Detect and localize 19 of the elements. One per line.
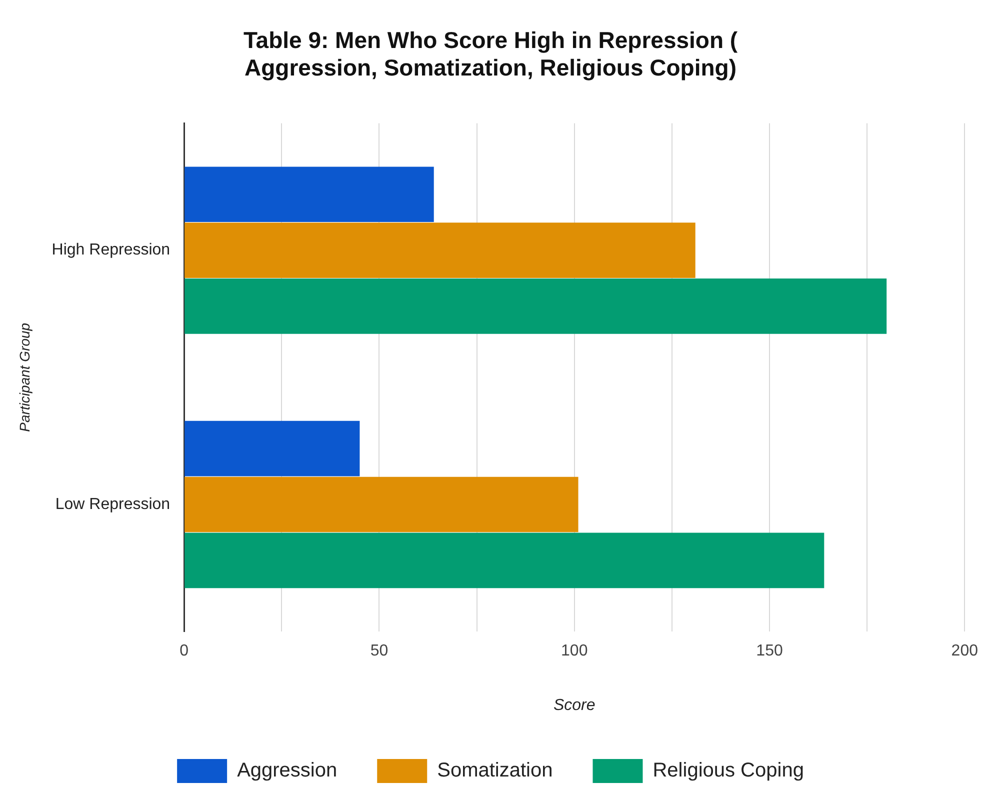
x-tick-label: 150 <box>756 642 783 660</box>
bar <box>184 476 578 532</box>
legend-label: Somatization <box>437 760 553 782</box>
bar <box>184 222 696 278</box>
x-tick-label: 50 <box>370 642 388 660</box>
x-tick-label: 0 <box>180 642 189 660</box>
bar <box>184 532 824 588</box>
y-axis-title: Participant Group <box>16 322 32 432</box>
bar <box>184 278 887 334</box>
legend-label: Aggression <box>237 760 338 782</box>
legend-label: Religious Coping <box>652 760 804 782</box>
y-tick-label: Low Repression <box>55 496 170 513</box>
x-tick-label: 100 <box>561 642 588 660</box>
chart-title: Table 9: Men Who Score High in Repression ( Aggression, Somatization, Religious Coping) <box>243 27 738 81</box>
x-axis-title: Score <box>553 696 596 714</box>
bar <box>184 166 434 222</box>
x-tick-label: 200 <box>951 642 978 660</box>
y-tick-label: High Repression <box>52 242 170 259</box>
bar <box>184 420 360 476</box>
